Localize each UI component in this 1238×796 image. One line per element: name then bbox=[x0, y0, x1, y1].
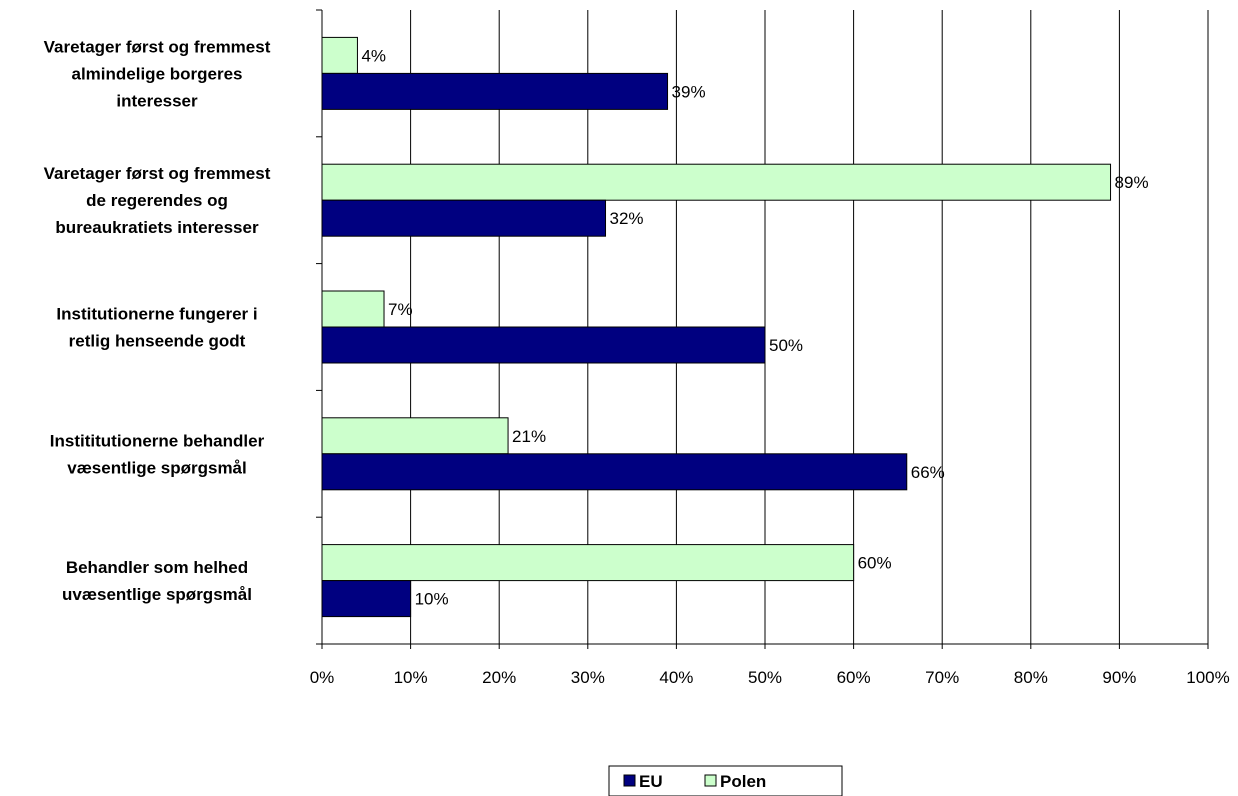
bar-eu bbox=[322, 454, 907, 490]
data-label: 4% bbox=[361, 46, 386, 65]
data-label: 60% bbox=[858, 554, 892, 573]
category-label: Institutionerne fungerer i retlig henseen… bbox=[56, 305, 257, 351]
bar-polen bbox=[322, 545, 854, 581]
x-tick-label: 40% bbox=[659, 668, 693, 687]
data-label: 66% bbox=[911, 463, 945, 482]
legend-label-polen: Polen bbox=[720, 772, 766, 791]
legend-swatch-eu bbox=[624, 775, 635, 786]
x-tick-labels: 0% 10% 20% 30% 40% 50% 60% 70% 80% 90% 100% bbox=[310, 668, 1230, 687]
bar-eu bbox=[322, 200, 606, 236]
bar-eu bbox=[322, 327, 765, 363]
category-label: Varetager først og fremmest almindelige b… bbox=[44, 37, 271, 110]
x-tick-label: 20% bbox=[482, 668, 516, 687]
bar-eu bbox=[322, 581, 411, 617]
x-tick-label: 60% bbox=[837, 668, 871, 687]
x-tick-label: 90% bbox=[1102, 668, 1136, 687]
data-label: 10% bbox=[415, 590, 449, 609]
bar-polen bbox=[322, 164, 1111, 200]
category-label: Instititutionerne behandler væsentlige sp… bbox=[50, 431, 265, 477]
x-tick-label: 80% bbox=[1014, 668, 1048, 687]
bar-polen bbox=[322, 291, 384, 327]
legend-label-eu: EU bbox=[639, 772, 663, 791]
data-label: 50% bbox=[769, 336, 803, 355]
legend: EU Polen bbox=[609, 766, 842, 796]
data-label: 89% bbox=[1115, 173, 1149, 192]
data-label: 32% bbox=[610, 209, 644, 228]
data-label: 21% bbox=[512, 427, 546, 446]
category-labels: Varetager først og fremmest almindelige b… bbox=[44, 37, 271, 604]
category-label: Varetager først og fremmest de regerendes… bbox=[44, 164, 271, 237]
x-tick-label: 30% bbox=[571, 668, 605, 687]
x-tick-label: 70% bbox=[925, 668, 959, 687]
category-label: Behandler som helhed uvæsentlige spørgsmå… bbox=[62, 558, 252, 604]
x-tick-label: 100% bbox=[1186, 668, 1229, 687]
x-tick-label: 10% bbox=[394, 668, 428, 687]
data-label: 39% bbox=[672, 82, 706, 101]
bar-polen bbox=[322, 418, 508, 454]
data-label: 7% bbox=[388, 300, 413, 319]
legend-swatch-polen bbox=[705, 775, 716, 786]
bar-polen bbox=[322, 37, 357, 73]
bar-eu bbox=[322, 73, 668, 109]
x-tick-label: 50% bbox=[748, 668, 782, 687]
bars bbox=[322, 37, 1111, 616]
x-tick-label: 0% bbox=[310, 668, 335, 687]
